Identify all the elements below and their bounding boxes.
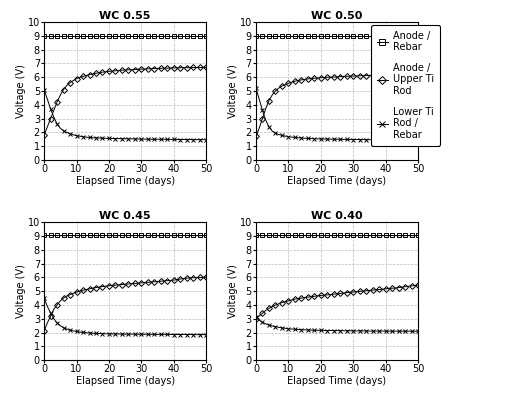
X-axis label: Elapsed Time (days): Elapsed Time (days) xyxy=(288,376,387,386)
Y-axis label: Voltage (V): Voltage (V) xyxy=(16,264,26,318)
Legend: Anode /
Rebar, Anode /
Upper Ti
Rod, Lower Ti
Rod /
Rebar: Anode / Rebar, Anode / Upper Ti Rod, Low… xyxy=(371,25,440,146)
Title: WC 0.45: WC 0.45 xyxy=(99,211,151,221)
Y-axis label: Voltage (V): Voltage (V) xyxy=(16,64,26,118)
Title: WC 0.55: WC 0.55 xyxy=(100,11,151,21)
Title: WC 0.40: WC 0.40 xyxy=(311,211,363,221)
Y-axis label: Voltage (V): Voltage (V) xyxy=(228,264,238,318)
X-axis label: Elapsed Time (days): Elapsed Time (days) xyxy=(76,376,175,386)
X-axis label: Elapsed Time (days): Elapsed Time (days) xyxy=(76,176,175,185)
Y-axis label: Voltage (V): Voltage (V) xyxy=(228,64,238,118)
X-axis label: Elapsed Time (days): Elapsed Time (days) xyxy=(288,176,387,185)
Title: WC 0.50: WC 0.50 xyxy=(311,11,363,21)
